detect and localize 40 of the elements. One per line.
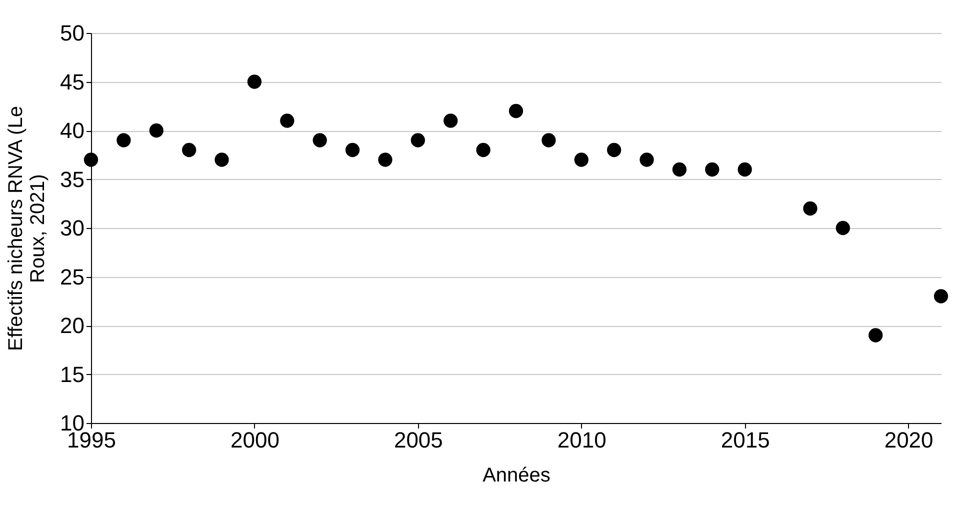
x-tick-label: 2000 [230, 428, 280, 452]
point [345, 142, 360, 158]
point [116, 133, 131, 148]
point [410, 133, 425, 148]
point [803, 201, 818, 216]
point [705, 162, 720, 177]
y-tick-label: 20 [60, 313, 84, 338]
point [508, 104, 524, 118]
y-axis-title: Effectifs nicheurs RNVA (Le Roux, 2021) [5, 106, 50, 351]
point [182, 142, 196, 158]
point [280, 114, 294, 128]
point [574, 152, 588, 167]
point [672, 162, 687, 177]
x-tick-label: 2005 [394, 428, 443, 452]
x-tick-label: 2010 [557, 428, 606, 452]
point [84, 152, 98, 167]
point [214, 152, 229, 167]
point [542, 133, 556, 148]
point [640, 152, 654, 167]
point [149, 123, 164, 138]
point [934, 289, 948, 304]
y-tick-label: 50 [60, 20, 84, 46]
point [247, 74, 262, 89]
point [378, 152, 392, 167]
point [836, 220, 850, 236]
point [312, 133, 327, 148]
point [738, 162, 752, 177]
point [476, 142, 490, 158]
y-tick-label: 45 [60, 69, 84, 94]
x-tick-label: 2015 [720, 428, 770, 452]
point [444, 114, 458, 128]
y-tick-label: 15 [60, 362, 84, 387]
y-tick-label: 25 [60, 264, 84, 290]
y-tick-label: 35 [60, 166, 84, 192]
y-tick-label: 30 [60, 216, 84, 240]
x-axis-title: Années [482, 464, 550, 486]
point [607, 142, 622, 158]
x-tick-label: 2020 [884, 428, 934, 452]
point [868, 328, 883, 342]
y-tick-label: 40 [60, 118, 84, 143]
